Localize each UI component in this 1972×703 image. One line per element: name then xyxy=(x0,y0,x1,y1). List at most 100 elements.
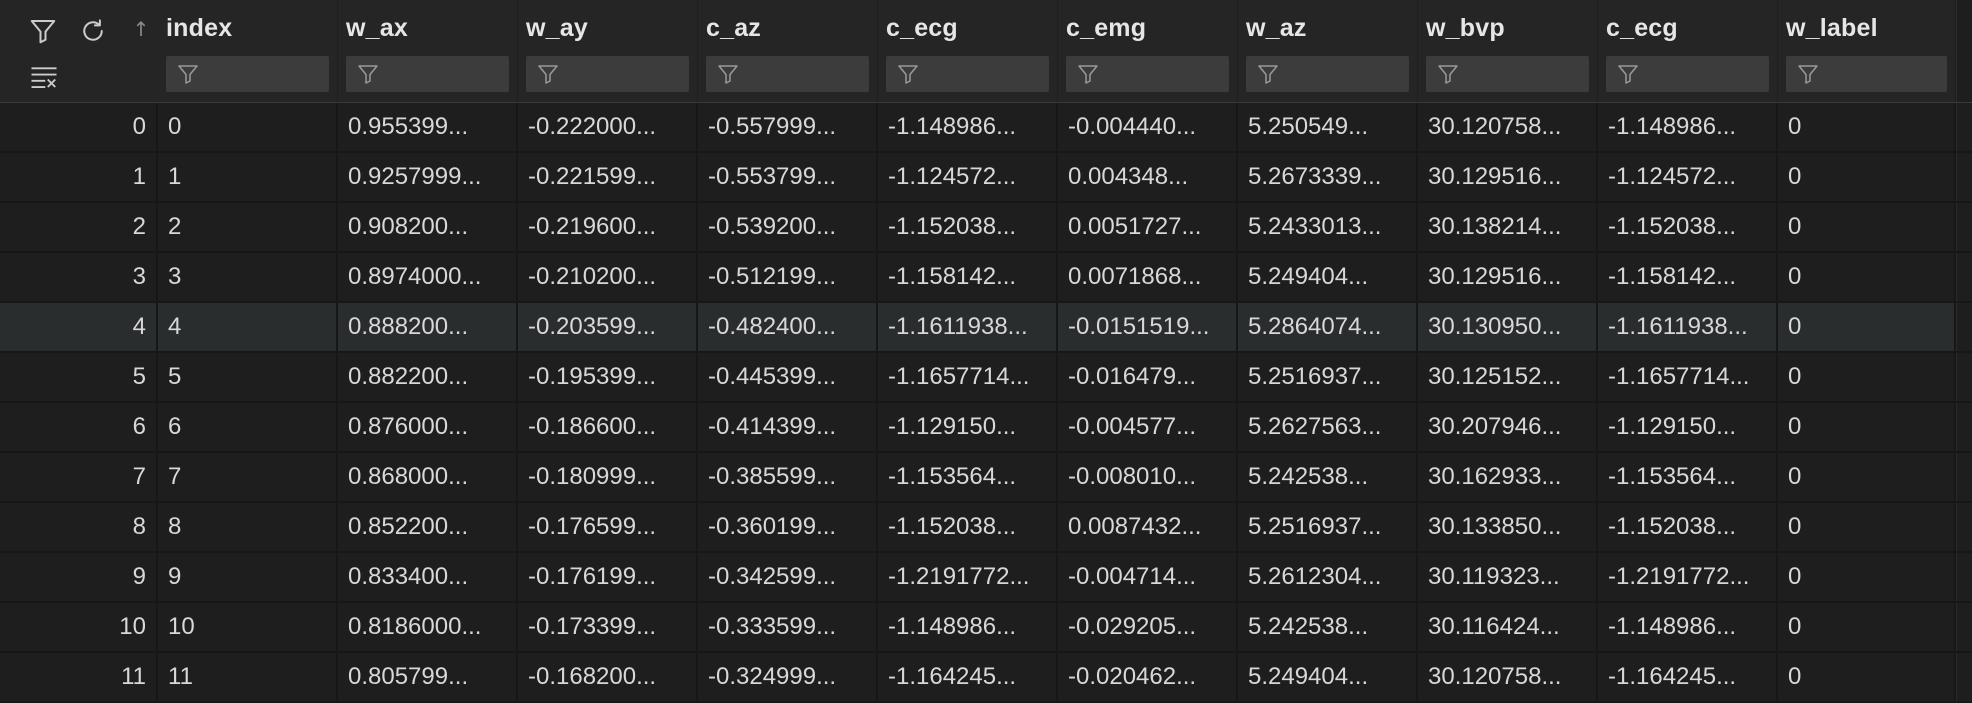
table-cell[interactable]: 0.0051727... xyxy=(1058,203,1238,251)
table-cell[interactable]: 0 xyxy=(1778,653,1956,701)
table-cell[interactable]: -0.004714... xyxy=(1058,553,1238,601)
table-cell[interactable]: -0.221599... xyxy=(518,153,698,201)
table-cell[interactable]: -0.004440... xyxy=(1058,103,1238,151)
table-cell[interactable]: 30.120758... xyxy=(1418,103,1598,151)
column-header-index[interactable]: index xyxy=(158,0,338,102)
table-cell[interactable]: -1.152038... xyxy=(1598,503,1778,551)
table-cell[interactable]: -0.195399... xyxy=(518,353,698,401)
table-cell[interactable]: -0.219600... xyxy=(518,203,698,251)
column-filter-input[interactable] xyxy=(886,56,1049,92)
table-cell[interactable]: 30.129516... xyxy=(1418,153,1598,201)
scrollbar-segment[interactable] xyxy=(1956,153,1972,201)
table-cell[interactable]: 0.805799... xyxy=(338,653,518,701)
table-cell[interactable]: -1.148986... xyxy=(1598,603,1778,651)
clear-filters-icon[interactable] xyxy=(28,62,60,92)
table-cell[interactable]: 0 xyxy=(1778,553,1956,601)
scrollbar-segment[interactable] xyxy=(1956,303,1972,351)
table-cell[interactable]: -0.016479... xyxy=(1058,353,1238,401)
table-cell[interactable]: 0.0071868... xyxy=(1058,253,1238,301)
table-cell[interactable]: -1.129150... xyxy=(1598,403,1778,451)
column-filter-input[interactable] xyxy=(526,56,689,92)
table-cell[interactable]: 5 xyxy=(158,353,338,401)
table-cell[interactable]: -0.210200... xyxy=(518,253,698,301)
table-cell[interactable]: 0 xyxy=(1778,303,1956,351)
table-cell[interactable]: 5.242538... xyxy=(1238,453,1418,501)
table-row[interactable]: 6 6 0.876000... -0.186600... -0.414399... -1.… xyxy=(0,403,1972,453)
table-cell[interactable]: 4 xyxy=(158,303,338,351)
table-cell[interactable]: 0 xyxy=(1778,603,1956,651)
table-cell[interactable]: 5.250549... xyxy=(1238,103,1418,151)
table-row[interactable]: 3 3 0.8974000... -0.210200... -0.512199... -1… xyxy=(0,253,1972,303)
table-cell[interactable]: -0.333599... xyxy=(698,603,878,651)
table-cell[interactable]: -1.152038... xyxy=(878,503,1058,551)
scrollbar-segment[interactable] xyxy=(1956,603,1972,651)
column-header-w_bvp[interactable]: w_bvp xyxy=(1418,0,1598,102)
table-cell[interactable]: -1.124572... xyxy=(878,153,1058,201)
scrollbar-segment[interactable] xyxy=(1956,253,1972,301)
table-cell[interactable]: -0.342599... xyxy=(698,553,878,601)
column-header-c_emg[interactable]: c_emg xyxy=(1058,0,1238,102)
table-cell[interactable]: 0 xyxy=(1778,153,1956,201)
table-cell[interactable]: 0.908200... xyxy=(338,203,518,251)
table-cell[interactable]: 0.852200... xyxy=(338,503,518,551)
table-cell[interactable]: 0 xyxy=(1778,453,1956,501)
column-filter-input[interactable] xyxy=(1426,56,1589,92)
table-cell[interactable]: 0 xyxy=(1778,403,1956,451)
table-cell[interactable]: -1.153564... xyxy=(878,453,1058,501)
column-header-c_ecg[interactable]: c_ecg xyxy=(878,0,1058,102)
table-cell[interactable]: -1.2191772... xyxy=(1598,553,1778,601)
table-cell[interactable]: 0.888200... xyxy=(338,303,518,351)
table-cell[interactable]: -0.186600... xyxy=(518,403,698,451)
scrollbar-segment[interactable] xyxy=(1956,403,1972,451)
table-cell[interactable]: -1.158142... xyxy=(1598,253,1778,301)
table-cell[interactable]: -1.158142... xyxy=(878,253,1058,301)
table-cell[interactable]: -0.539200... xyxy=(698,203,878,251)
table-cell[interactable]: -1.148986... xyxy=(878,103,1058,151)
scrollbar-segment[interactable] xyxy=(1956,503,1972,551)
column-header-w_label[interactable]: w_label xyxy=(1778,0,1956,102)
table-cell[interactable]: 0 xyxy=(1778,203,1956,251)
table-cell[interactable]: 0.8974000... xyxy=(338,253,518,301)
table-cell[interactable]: -0.222000... xyxy=(518,103,698,151)
table-cell[interactable]: 5.249404... xyxy=(1238,653,1418,701)
table-cell[interactable]: 5.249404... xyxy=(1238,253,1418,301)
table-cell[interactable]: -1.129150... xyxy=(878,403,1058,451)
table-cell[interactable]: 30.207946... xyxy=(1418,403,1598,451)
table-cell[interactable]: 11 xyxy=(158,653,338,701)
table-cell[interactable]: 30.133850... xyxy=(1418,503,1598,551)
column-filter-input[interactable] xyxy=(1606,56,1769,92)
scrollbar-segment[interactable] xyxy=(1956,453,1972,501)
table-cell[interactable]: 2 xyxy=(158,203,338,251)
table-cell[interactable]: -0.168200... xyxy=(518,653,698,701)
table-cell[interactable]: -0.553799... xyxy=(698,153,878,201)
table-cell[interactable]: -1.1611938... xyxy=(1598,303,1778,351)
column-header-c_az[interactable]: c_az xyxy=(698,0,878,102)
scrollbar-segment[interactable] xyxy=(1956,103,1972,151)
table-row[interactable]: 1 1 0.9257999... -0.221599... -0.553799... -1… xyxy=(0,153,1972,203)
table-cell[interactable]: 0.882200... xyxy=(338,353,518,401)
table-cell[interactable]: -0.445399... xyxy=(698,353,878,401)
scrollbar-segment[interactable] xyxy=(1956,353,1972,401)
table-cell[interactable]: 0 xyxy=(1778,503,1956,551)
column-header-c_ecg-2[interactable]: c_ecg xyxy=(1598,0,1778,102)
table-cell[interactable]: 10 xyxy=(158,603,338,651)
table-row[interactable]: 10 10 0.8186000... -0.173399... -0.333599...… xyxy=(0,603,1972,653)
table-cell[interactable]: 0.955399... xyxy=(338,103,518,151)
table-cell[interactable]: -1.164245... xyxy=(878,653,1058,701)
table-cell[interactable]: -1.164245... xyxy=(1598,653,1778,701)
column-header-w_ay[interactable]: w_ay xyxy=(518,0,698,102)
column-filter-input[interactable] xyxy=(1246,56,1409,92)
table-cell[interactable]: -0.020462... xyxy=(1058,653,1238,701)
column-filter-input[interactable] xyxy=(1066,56,1229,92)
scrollbar-segment[interactable] xyxy=(1956,553,1972,601)
table-cell[interactable]: 5.2516937... xyxy=(1238,503,1418,551)
column-filter-input[interactable] xyxy=(706,56,869,92)
table-cell[interactable]: -0.512199... xyxy=(698,253,878,301)
table-cell[interactable]: -0.360199... xyxy=(698,503,878,551)
table-row[interactable]: 2 2 0.908200... -0.219600... -0.539200... -1.… xyxy=(0,203,1972,253)
table-cell[interactable]: 5.2612304... xyxy=(1238,553,1418,601)
column-filter-input[interactable] xyxy=(166,56,329,92)
table-cell[interactable]: 30.138214... xyxy=(1418,203,1598,251)
table-cell[interactable]: -1.152038... xyxy=(1598,203,1778,251)
table-cell[interactable]: -1.148986... xyxy=(1598,103,1778,151)
